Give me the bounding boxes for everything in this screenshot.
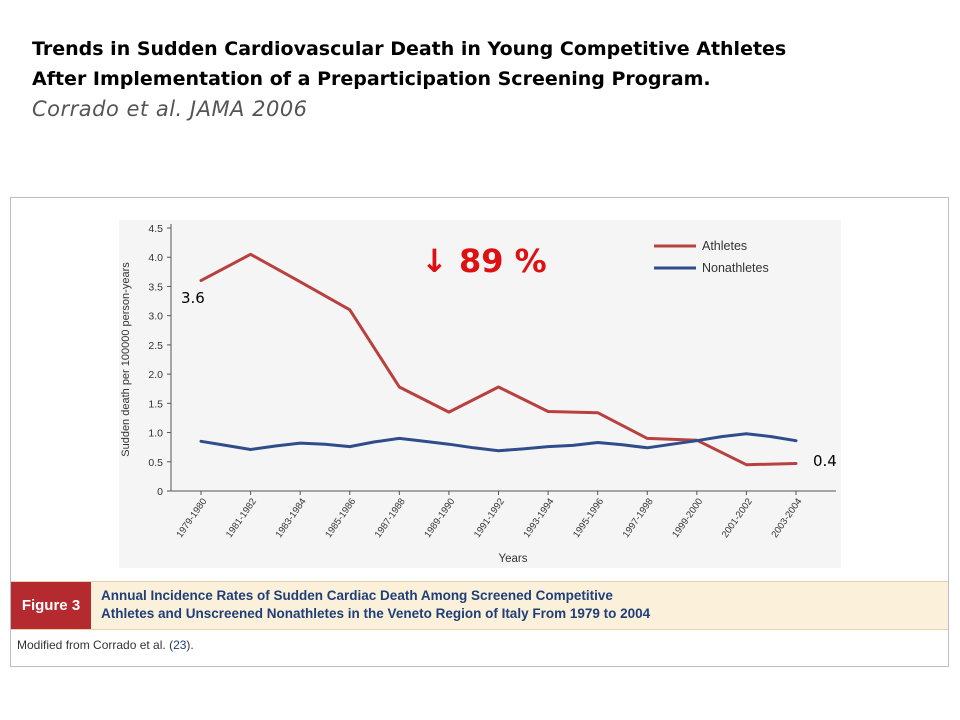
reduction-annotation: ↓ 89 % (421, 242, 547, 280)
y-tick-label: 1.0 (148, 428, 163, 440)
figure-panel: 0 0.5 1.0 1.5 2.0 2.5 3.0 3.5 4.0 4.5 1979-1980 19… (10, 197, 949, 667)
figure-caption-bar: Figure 3 Annual Incidence Rates of Sudde… (11, 581, 948, 630)
title-line-2: After Implementation of a Preparticipati… (32, 68, 711, 90)
source-suffix: ). (186, 638, 194, 652)
line-chart: 00.51.01.52.02.53.03.54.04.5 1979-1980 19… (119, 220, 841, 568)
chart-legend: Athletes Nonathletes (654, 239, 769, 275)
series-layer (199, 252, 798, 467)
x-axis-label: Years (499, 553, 528, 565)
start-value-annotation: 3.6 (181, 289, 205, 307)
y-tick-label: 3.0 (148, 311, 163, 323)
chart-background (119, 220, 841, 568)
y-tick-label: 1.5 (148, 398, 163, 410)
end-value-annotation: 0.4 (813, 452, 837, 470)
caption-line-1: Annual Incidence Rates of Sudden Cardiac… (101, 588, 613, 603)
legend-label: Nonathletes (702, 261, 769, 275)
source-prefix: Modified from Corrado et al. ( (17, 638, 174, 652)
y-tick-label: 4.5 (148, 223, 163, 235)
figure-label: Figure 3 (11, 582, 91, 629)
y-tick-label: 4.0 (148, 252, 163, 264)
slide-title: Trends in Sudden Cardiovascular Death in… (32, 34, 942, 124)
chart-axes (170, 224, 836, 492)
y-axis-ticks: 0 0.5 1.0 1.5 2.0 2.5 3.0 3.5 4.0 4.5 (148, 223, 171, 498)
y-tick-label: 0.5 (148, 457, 163, 469)
legend-label: Athletes (702, 239, 747, 253)
caption-line-2: Athletes and Unscreened Nonathletes in t… (101, 606, 651, 621)
citation: Corrado et al. JAMA 2006 (32, 97, 308, 121)
y-tick-label: 2.5 (148, 340, 163, 352)
source-ref-link[interactable]: 23 (173, 638, 187, 652)
y-tick-label: 3.5 (148, 281, 163, 293)
series-line-nonathletes (199, 432, 798, 453)
source-note: Modified from Corrado et al. (23). (17, 638, 194, 652)
figure-caption: Annual Incidence Rates of Sudden Cardiac… (101, 587, 941, 623)
y-axis-label: Sudden death per 100000 person-years (120, 262, 132, 457)
y-tick-label: 0 (157, 486, 163, 498)
title-line-1: Trends in Sudden Cardiovascular Death in… (32, 38, 787, 60)
y-tick-label: 2.0 (148, 369, 163, 381)
